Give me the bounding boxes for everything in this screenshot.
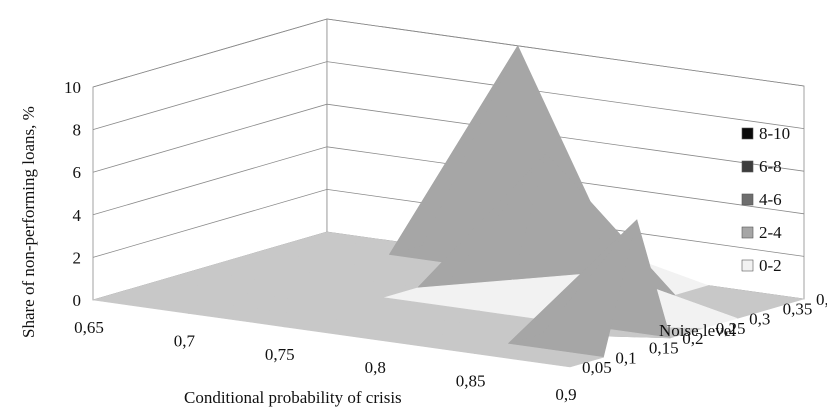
gridline [92, 188, 805, 258]
surface-facet [350, 297, 480, 312]
legend-label: 2-4 [759, 223, 782, 242]
y-tick-label: 0,1 [615, 348, 636, 367]
surface-facet [259, 241, 390, 256]
surface [92, 45, 805, 368]
surface-facet [507, 219, 638, 345]
legend-swatch [741, 193, 754, 206]
y-tick-label: 0,3 [749, 309, 770, 328]
surface-facet [221, 293, 352, 308]
surface-facet [321, 264, 452, 279]
y-tick-label: 0,35 [783, 300, 813, 319]
x-tick-label: 0,85 [456, 372, 486, 391]
z-tick-label: 10 [64, 78, 81, 97]
surface-facet [159, 270, 290, 285]
surface-facet [288, 274, 418, 289]
z-tick-label: 2 [73, 248, 82, 267]
surface-facet [474, 343, 604, 358]
legend: 8-10 6-8 4-6 2-4 0-2 [741, 124, 790, 275]
z-tick-label: 4 [73, 206, 82, 225]
z-tick-label: 0 [73, 291, 82, 310]
surface-facet [283, 316, 413, 331]
x-tick-label: 0,8 [365, 358, 386, 377]
surface-facet [193, 260, 323, 275]
surface-facet [412, 320, 542, 335]
z-tick-label: 6 [73, 163, 82, 182]
y-tick-label: 0,4 [816, 290, 827, 309]
surface-facet [674, 285, 805, 300]
surface-facet [417, 152, 547, 289]
surface-facet [378, 330, 509, 345]
surface-facet [226, 251, 356, 266]
y-tick-label: 0,05 [582, 358, 612, 377]
surface-facet [316, 307, 447, 322]
legend-swatch [741, 160, 754, 173]
y-axis-label: Noise level [659, 321, 736, 340]
surface-facet [92, 289, 223, 305]
legend-swatch [741, 127, 754, 140]
gridlines [92, 18, 805, 258]
y-tick-label: 0,15 [649, 339, 679, 358]
gridline [92, 146, 805, 216]
y-tick-label: 0,25 [716, 319, 746, 338]
z-axis-label: Share of non-performing loans, % [19, 106, 38, 338]
surface-facet [188, 303, 318, 318]
legend-label: 8-10 [759, 124, 790, 143]
x-tick-label: 0,9 [555, 385, 576, 404]
surface-facet [126, 280, 256, 295]
tick-labels: 02468100,650,70,750,80,850,90,050,10,150… [64, 78, 827, 404]
surface-facet [388, 45, 519, 256]
y-tick-label: 0,2 [682, 329, 703, 348]
legend-swatch [741, 226, 754, 239]
x-tick-label: 0,75 [265, 345, 295, 364]
z-tick-label: 8 [73, 121, 82, 140]
gridline [92, 103, 805, 173]
x-axis-label: Conditional probability of crisis [184, 388, 402, 407]
x-tick-label: 0,7 [174, 331, 196, 350]
legend-label: 4-6 [759, 190, 782, 209]
legend-label: 6-8 [759, 157, 782, 176]
surface-facet [255, 283, 385, 299]
surface-facet [293, 231, 423, 246]
gridline [92, 18, 805, 88]
legend-swatch [741, 259, 754, 272]
x-tick-label: 0,65 [74, 318, 104, 337]
legend-label: 0-2 [759, 256, 782, 275]
gridline [92, 61, 805, 130]
surface-facet [383, 279, 514, 299]
